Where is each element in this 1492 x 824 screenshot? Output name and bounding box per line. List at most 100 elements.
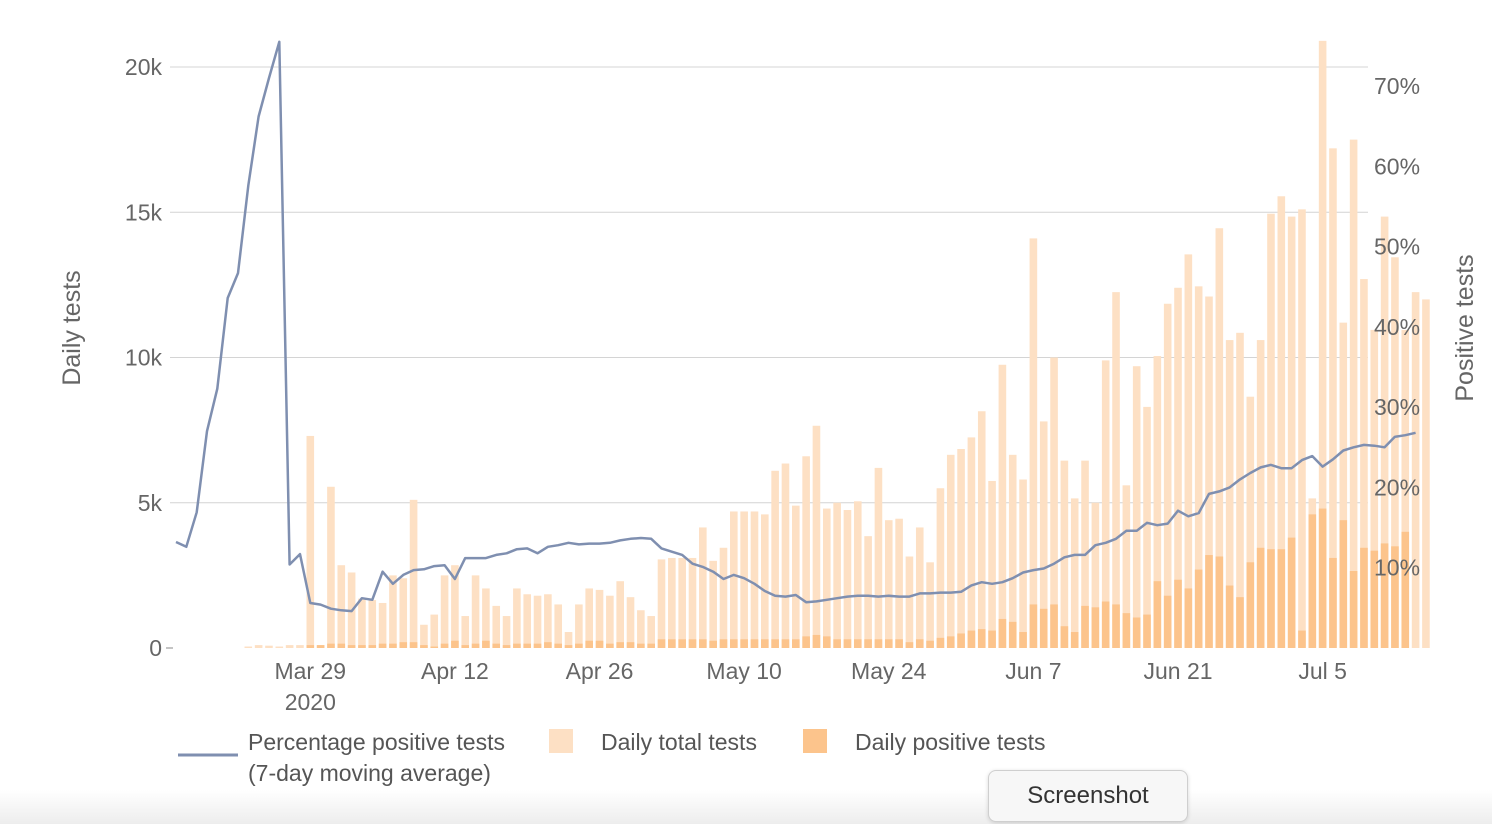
- screenshot-button[interactable]: Screenshot: [988, 770, 1188, 822]
- positive-tests-bar: [1091, 607, 1100, 648]
- positive-tests-bar: [1132, 617, 1141, 648]
- total-tests-bar: [1163, 303, 1172, 648]
- positive-tests-bar: [1184, 588, 1193, 648]
- positive-tests-bar: [451, 640, 459, 648]
- positive-tests-bar: [554, 643, 563, 648]
- positive-tests-bar: [1339, 520, 1348, 648]
- positive-tests-bar: [977, 629, 986, 648]
- total-tests-bar: [833, 502, 841, 648]
- legend-positive-label: Daily positive tests: [855, 729, 1045, 755]
- positive-tests-bar: [1225, 585, 1234, 648]
- total-tests-bar: [1101, 360, 1110, 648]
- positive-tests-bar: [1029, 604, 1038, 648]
- total-tests-bar: [761, 514, 769, 648]
- total-tests-bar: [884, 520, 893, 648]
- bottom-gradient-bar: [0, 790, 1492, 824]
- y-right-tick-label: 40%: [1374, 314, 1420, 340]
- positive-tests-bar: [1008, 621, 1017, 648]
- total-tests-bar: [285, 645, 294, 648]
- positive-tests-bar: [327, 643, 335, 648]
- positive-tests-bar: [792, 639, 800, 648]
- positive-tests-bar: [378, 643, 387, 648]
- positive-tests-bar: [699, 639, 707, 648]
- total-tests-bar: [544, 594, 552, 648]
- total-tests-bar: [1339, 322, 1348, 648]
- positive-tests-bar: [678, 639, 686, 648]
- positive-tests-bar: [647, 643, 655, 648]
- positive-tests-bar: [1081, 605, 1089, 648]
- total-tests-bar: [874, 467, 883, 648]
- total-tests-bar: [1287, 216, 1296, 649]
- x-tick-label: May 10: [706, 658, 781, 684]
- total-tests-bar: [275, 646, 284, 648]
- total-tests-bar: [337, 565, 346, 648]
- positive-tests-bar: [1318, 508, 1327, 648]
- total-tests-bar: [471, 575, 480, 648]
- positive-tests-bar: [1236, 597, 1244, 648]
- total-tests-bar: [1184, 254, 1193, 648]
- total-tests-bar: [389, 575, 397, 648]
- positive-tests-bar: [533, 643, 542, 648]
- total-tests-bar: [792, 505, 800, 648]
- total-tests-bar: [1091, 502, 1100, 648]
- total-tests-bar: [492, 605, 501, 648]
- total-tests-bar: [771, 470, 779, 648]
- positive-tests-bar: [967, 630, 976, 648]
- total-tests-bar: [606, 595, 614, 648]
- positivity-line: [175, 40, 1416, 613]
- positive-tests-bar: [802, 636, 810, 648]
- total-tests-bar: [688, 557, 697, 648]
- positive-tests-bar: [1174, 579, 1182, 648]
- total-tests-bar: [327, 486, 335, 648]
- total-tests-bar: [1205, 296, 1213, 648]
- total-tests-bar: [1236, 332, 1244, 648]
- positive-tests-bar: [1101, 601, 1110, 648]
- total-tests-bar: [502, 616, 511, 648]
- total-tests-bar: [1008, 454, 1017, 648]
- total-tests-bar: [533, 595, 542, 648]
- positive-tests-bar: [740, 639, 748, 648]
- x-tick-label: Jun 21: [1143, 658, 1212, 684]
- total-tests-bar: [957, 449, 965, 648]
- positive-tests-bar: [430, 646, 439, 648]
- x-tick-label: Jun 7: [1005, 658, 1061, 684]
- positive-tests-bar: [585, 640, 593, 648]
- total-tests-bar: [461, 616, 470, 648]
- total-tests-bar: [482, 588, 490, 648]
- total-tests-bar: [554, 604, 563, 648]
- positive-tests-bar: [368, 645, 377, 648]
- positive-tests-bar: [1401, 531, 1410, 648]
- total-tests-bar: [1318, 40, 1327, 649]
- positive-tests-bar: [853, 639, 862, 648]
- total-tests-bar: [998, 364, 1007, 648]
- positive-tests-bar: [1194, 569, 1203, 648]
- y-right-tick-label: 70%: [1374, 73, 1420, 99]
- total-tests-bar: [420, 624, 428, 648]
- left-axis-ticks: 0 5k 10k 15k 20k: [125, 54, 163, 661]
- positive-tests-bar: [1122, 613, 1131, 648]
- total-tests-bar: [864, 536, 872, 648]
- total-tests-bar: [1153, 356, 1162, 648]
- positive-tests-bar: [1019, 632, 1027, 648]
- positive-tests-bar: [461, 645, 470, 648]
- total-tests-bar: [1277, 196, 1286, 648]
- total-tests-bar: [1401, 329, 1410, 648]
- total-tests-bar: [254, 645, 263, 648]
- positive-tests-bar: [1246, 562, 1255, 648]
- positive-tests-bar: [957, 633, 965, 648]
- y-left-tick-label: 0: [149, 635, 162, 661]
- total-tests-bar: [781, 463, 790, 648]
- positive-tests-bar: [637, 643, 645, 648]
- total-tests-bar: [1349, 139, 1358, 648]
- y-right-tick-label: 60%: [1374, 153, 1420, 179]
- total-tests-bar: [988, 480, 996, 648]
- x-axis-ticks: Mar 29 2020 Apr 12 Apr 26 May 10 May 24 Jun 7 J…: [274, 658, 1346, 715]
- total-tests-bar: [812, 425, 821, 648]
- positive-tests-bar: [544, 642, 552, 648]
- x-tick-label: May 24: [851, 658, 927, 684]
- positive-tests-bar: [492, 643, 501, 648]
- total-tests-bar: [306, 435, 315, 648]
- y-right-tick-label: 10%: [1374, 555, 1420, 581]
- total-tests-bar: [915, 527, 924, 648]
- positive-tests-bar: [502, 645, 511, 648]
